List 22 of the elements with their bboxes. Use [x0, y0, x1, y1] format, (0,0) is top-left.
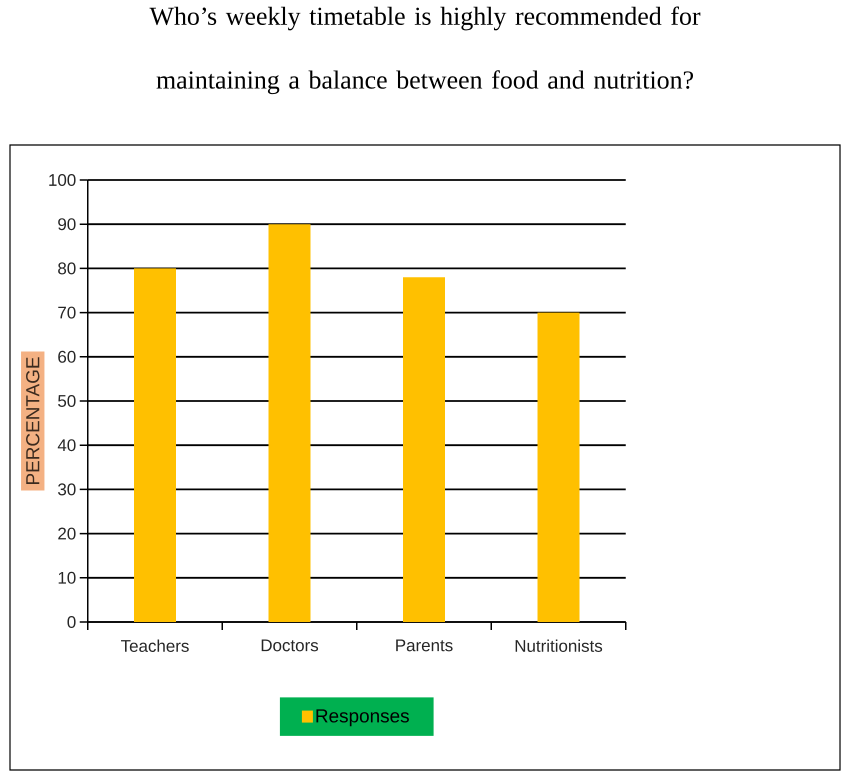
y-tick-label: 40	[58, 439, 76, 452]
bar	[538, 312, 580, 622]
bar	[134, 268, 176, 622]
y-axis-title: PERCENTAGE	[26, 357, 40, 484]
x-tick-label: Parents	[396, 640, 453, 652]
chart-title: Who’s weekly timetable is highly recommended for maintaining a balance between food and nutrition?	[150, 6, 700, 94]
x-tick-label: Doctors	[262, 640, 318, 652]
y-tick-label: 30	[58, 483, 76, 496]
bar	[268, 224, 310, 622]
y-tick-label: 60	[58, 350, 76, 363]
y-tick-label: 90	[58, 218, 76, 230]
bar	[403, 277, 446, 622]
y-tick-label: 0	[67, 616, 76, 628]
x-tick-label: Nutritionists	[516, 640, 602, 652]
y-tick-label: 80	[58, 262, 76, 274]
legend-label: Responses	[316, 709, 409, 726]
y-tick-label: 10	[58, 572, 76, 584]
y-tick-label: 70	[58, 306, 76, 319]
x-tick-label: Teachers	[121, 640, 189, 652]
y-tick-label: 20	[58, 528, 76, 540]
y-tick-label: 50	[58, 395, 76, 407]
y-tick-label: 100	[49, 174, 76, 186]
